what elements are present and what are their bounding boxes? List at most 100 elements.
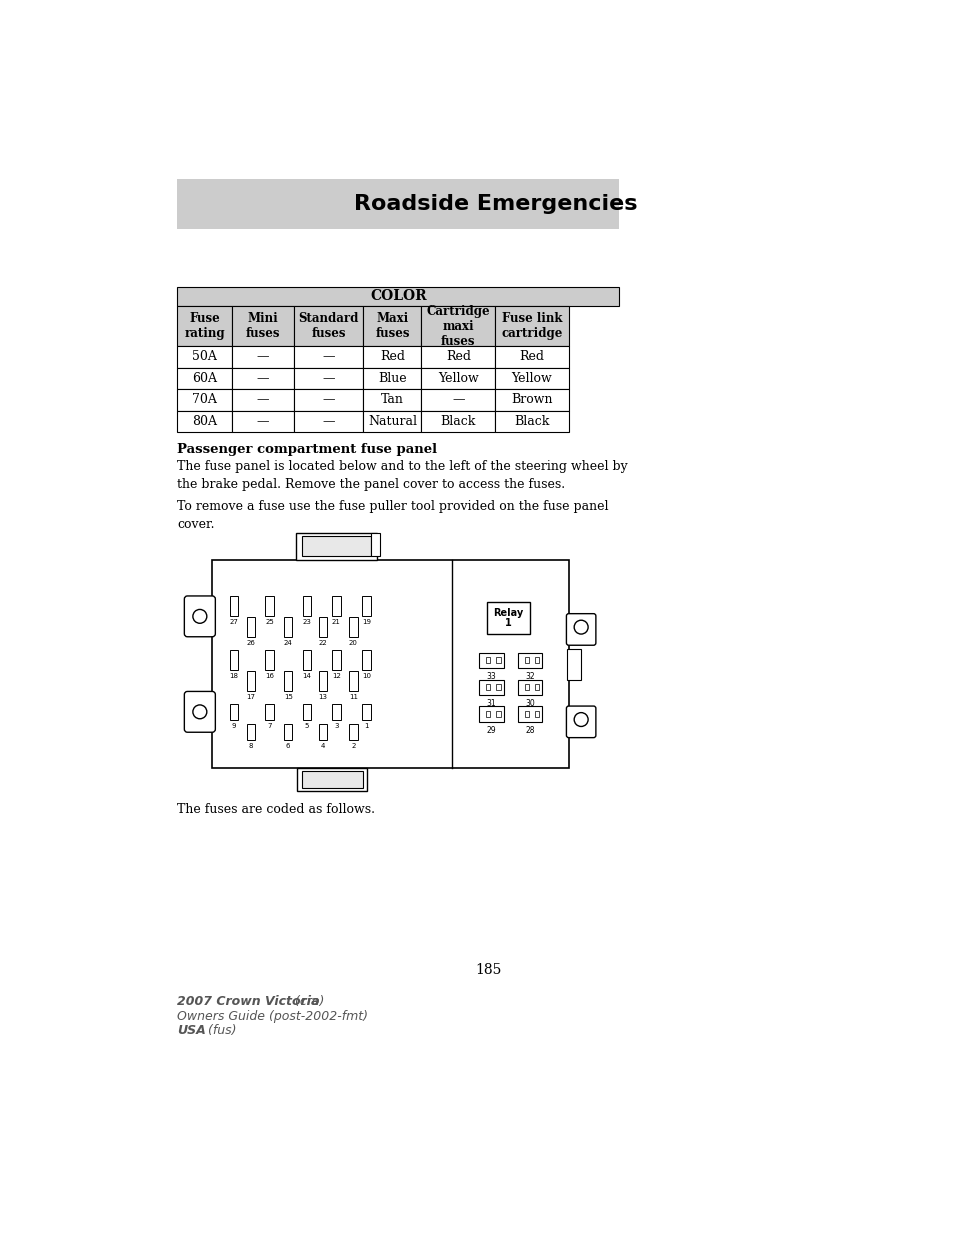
Text: —: — [322, 415, 335, 429]
Bar [524, 657, 529, 663]
Bar [302, 651, 311, 671]
Text: —: — [322, 351, 335, 363]
Text: Standard
fuses: Standard fuses [298, 312, 358, 340]
Text: 18: 18 [230, 673, 238, 679]
FancyBboxPatch shape [184, 597, 215, 637]
Text: 29: 29 [486, 726, 496, 735]
Text: Black: Black [514, 415, 549, 429]
Bar [177, 306, 232, 346]
Bar [212, 561, 568, 768]
Text: 50A: 50A [192, 351, 216, 363]
Bar [349, 724, 357, 740]
Text: USA: USA [177, 1025, 206, 1037]
Text: 1: 1 [504, 619, 511, 629]
Bar [495, 389, 568, 411]
Bar [478, 679, 503, 695]
Bar [284, 724, 293, 740]
Bar [421, 411, 495, 432]
FancyBboxPatch shape [566, 706, 596, 737]
Text: The fuses are coded as follows.: The fuses are coded as follows. [177, 803, 375, 815]
Bar [265, 704, 274, 720]
Bar [349, 618, 357, 637]
Text: Red: Red [379, 351, 404, 363]
Circle shape [193, 609, 207, 624]
Text: 28: 28 [525, 726, 535, 735]
Text: 23: 23 [302, 620, 311, 625]
Text: Passenger compartment fuse panel: Passenger compartment fuse panel [177, 443, 437, 456]
Text: Natural: Natural [368, 415, 416, 429]
Bar [294, 306, 363, 346]
Circle shape [193, 705, 207, 719]
Bar [265, 597, 274, 616]
FancyBboxPatch shape [184, 692, 215, 732]
Bar [302, 771, 362, 788]
Bar [517, 652, 542, 668]
Bar [332, 704, 340, 720]
Text: 31: 31 [486, 699, 496, 708]
Bar [362, 651, 371, 671]
Text: Cartridge
maxi
fuses: Cartridge maxi fuses [426, 305, 490, 347]
Bar [363, 411, 421, 432]
Text: 12: 12 [332, 673, 340, 679]
Bar [177, 179, 618, 228]
Bar [177, 287, 618, 306]
Bar [294, 368, 363, 389]
Text: 22: 22 [318, 640, 327, 646]
Bar [534, 711, 538, 718]
Bar [478, 706, 503, 721]
Bar [177, 346, 232, 368]
Text: Maxi
fuses: Maxi fuses [375, 312, 409, 340]
Bar [284, 671, 293, 692]
Bar [496, 684, 500, 690]
Bar [301, 536, 371, 556]
Bar [230, 597, 238, 616]
Text: 1: 1 [364, 722, 369, 729]
Text: 9: 9 [232, 722, 236, 729]
Text: Red: Red [518, 351, 544, 363]
Bar [284, 618, 293, 637]
Bar [517, 679, 542, 695]
Bar [318, 618, 327, 637]
Text: 13: 13 [318, 694, 327, 700]
Bar [534, 684, 538, 690]
Bar [517, 706, 542, 721]
Text: 5: 5 [304, 722, 309, 729]
Text: Tan: Tan [380, 394, 403, 406]
Text: 16: 16 [265, 673, 274, 679]
Text: 24: 24 [284, 640, 293, 646]
Bar [349, 671, 357, 692]
Bar [294, 389, 363, 411]
Bar [524, 711, 529, 718]
Bar [486, 601, 529, 634]
Text: (fus): (fus) [204, 1025, 236, 1037]
Bar [567, 648, 580, 679]
Text: 20: 20 [349, 640, 357, 646]
Bar [294, 411, 363, 432]
Bar [421, 389, 495, 411]
Bar [294, 346, 363, 368]
Text: 32: 32 [525, 672, 535, 680]
Bar [295, 534, 376, 561]
Text: 21: 21 [332, 620, 340, 625]
Bar [363, 389, 421, 411]
Text: Mini
fuses: Mini fuses [245, 312, 279, 340]
Text: Yellow: Yellow [437, 372, 478, 385]
Bar [495, 411, 568, 432]
Text: 8: 8 [249, 742, 253, 748]
Bar [495, 346, 568, 368]
Bar [247, 724, 255, 740]
Text: 2: 2 [351, 742, 355, 748]
Bar [485, 711, 490, 718]
Text: 60A: 60A [192, 372, 216, 385]
Bar [230, 651, 238, 671]
Bar [177, 368, 232, 389]
Bar [177, 389, 232, 411]
Bar [332, 651, 340, 671]
Bar [363, 368, 421, 389]
Bar [332, 597, 340, 616]
Text: —: — [322, 372, 335, 385]
Text: 33: 33 [486, 672, 496, 680]
Text: Black: Black [440, 415, 476, 429]
Text: To remove a fuse use the fuse puller tool provided on the fuse panel
cover.: To remove a fuse use the fuse puller too… [177, 500, 608, 531]
Text: —: — [322, 394, 335, 406]
